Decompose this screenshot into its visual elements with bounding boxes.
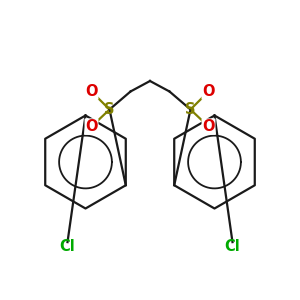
Text: O: O xyxy=(202,84,215,99)
Text: Cl: Cl xyxy=(60,239,75,254)
Text: S: S xyxy=(104,102,115,117)
Text: S: S xyxy=(185,102,196,117)
Text: O: O xyxy=(202,119,215,134)
Text: Cl: Cl xyxy=(225,239,240,254)
Text: O: O xyxy=(85,119,98,134)
Text: O: O xyxy=(85,84,98,99)
